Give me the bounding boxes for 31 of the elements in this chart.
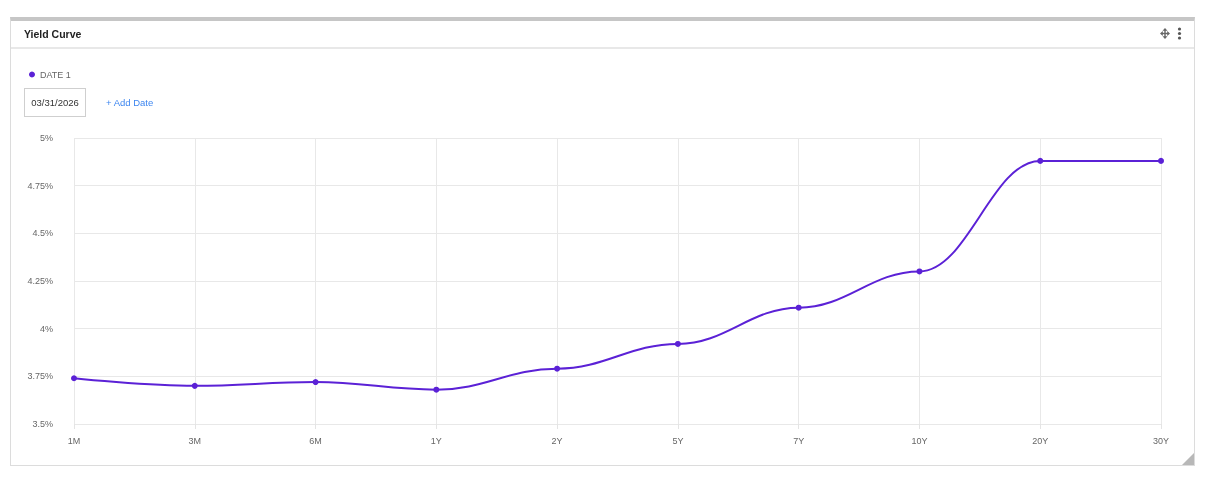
x-tick-label: 1M: [67, 435, 81, 446]
point: [916, 268, 923, 275]
point: [1158, 157, 1164, 164]
y-tick-label: 4%: [39, 323, 53, 334]
x-tick-label: 2Y: [551, 435, 563, 446]
x-tick-label: 3M: [188, 435, 202, 446]
x-tick-label: 1Y: [430, 435, 442, 446]
point: [312, 379, 319, 386]
x-tick-label: 7Y: [793, 435, 805, 446]
point: [554, 365, 561, 372]
point: [795, 304, 802, 311]
point: [674, 340, 681, 347]
x-tick-label: 6M: [309, 435, 322, 446]
point: [191, 382, 198, 389]
y-tick-label: 3.75%: [27, 371, 53, 382]
x-tick-label: 20Y: [1032, 435, 1049, 446]
y-tick-label: 4.5%: [32, 228, 53, 239]
x-tick-label: 10Y: [911, 435, 928, 446]
chart-title: Yield Curve: [24, 28, 82, 40]
x-tick-label: 30Y: [1152, 435, 1170, 446]
y-tick-label: 5%: [39, 133, 53, 143]
legend-label: DATE 1: [40, 69, 71, 80]
y-tick-label: 4.75%: [27, 180, 53, 191]
y-tick-label: 4.25%: [27, 276, 53, 286]
point: [433, 386, 440, 393]
point: [71, 375, 77, 382]
x-tick-label: 5Y: [672, 435, 684, 446]
y-tick-label: 3.5%: [32, 419, 53, 429]
add-link: + Add Date: [106, 97, 154, 108]
date-field: 03/31/2026: [24, 88, 86, 117]
point: [1037, 157, 1044, 164]
